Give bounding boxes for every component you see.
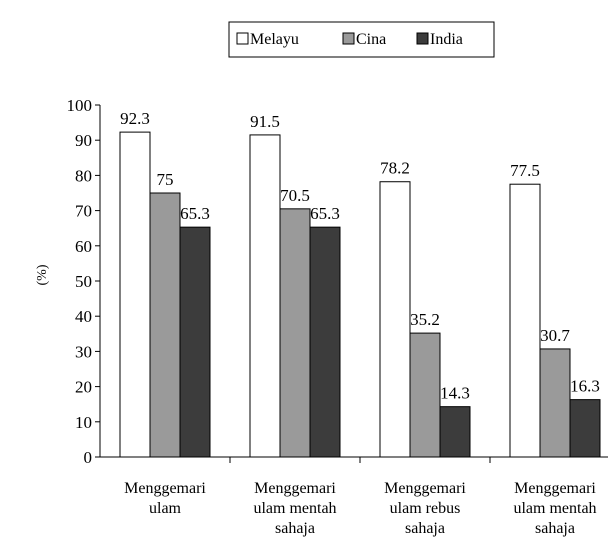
bar	[279, 208, 311, 458]
bar	[149, 192, 181, 458]
legend-box	[228, 21, 495, 58]
legend-swatch	[236, 32, 249, 45]
legend-swatch	[416, 32, 429, 45]
y-tick-label: 70	[75, 202, 92, 221]
data-label: 92.3	[120, 109, 150, 128]
data-label: 91.5	[250, 112, 280, 131]
data-label: 75	[157, 170, 174, 189]
x-tick-label-line: ulam mentah	[253, 500, 336, 517]
bar	[379, 181, 411, 458]
y-tick-label: 50	[75, 272, 92, 291]
x-tick-label-line: Menggemari	[384, 480, 466, 497]
x-tick-labels: Menggemari ulam Menggemari ulam mentah sahaj…	[124, 480, 596, 537]
data-label: 35.2	[410, 310, 440, 329]
bar	[439, 406, 471, 458]
data-label: 78.2	[380, 159, 410, 178]
legend-label: Melayu	[250, 31, 299, 48]
bar	[119, 131, 151, 458]
data-label: 14.3	[440, 384, 470, 403]
bar	[249, 134, 281, 458]
bar	[409, 332, 441, 458]
y-tick-label: 100	[67, 96, 93, 115]
y-tick-label: 90	[75, 131, 92, 150]
bar	[309, 226, 341, 458]
y-tick-label: 20	[75, 378, 92, 397]
y-tick-label: 40	[75, 307, 92, 326]
data-label: 65.3	[310, 204, 340, 223]
y-axis-label: (%)	[35, 264, 50, 285]
data-label: 65.3	[180, 204, 210, 223]
y-tick-label: 30	[75, 342, 92, 361]
x-tick-label-line: ulam rebus	[390, 500, 461, 517]
bar	[569, 399, 601, 458]
bar	[179, 226, 211, 458]
x-tick-label-line: sahaja	[405, 520, 445, 537]
y-tick-label: 10	[75, 413, 92, 432]
bars	[119, 131, 601, 458]
data-label: 77.5	[510, 161, 540, 180]
data-label: 16.3	[570, 377, 600, 396]
legend-swatch	[342, 32, 355, 45]
x-tick-label-line: sahaja	[275, 520, 315, 537]
x-axis	[100, 456, 608, 463]
x-tick-label: Menggemari ulam rebus sahaja	[384, 480, 466, 537]
y-tick-label: 0	[84, 448, 93, 467]
x-tick-label-line: sahaja	[535, 520, 575, 537]
legend-label: Cina	[356, 31, 386, 48]
y-tick-label: 80	[75, 166, 92, 185]
x-tick-label: Menggemari ulam	[124, 480, 206, 517]
x-tick-label-line: ulam	[149, 500, 182, 517]
data-label: 30.7	[540, 326, 570, 345]
bar	[509, 183, 541, 458]
x-tick-label-line: Menggemari	[254, 480, 336, 497]
data-labels: 92.37565.391.570.565.378.235.214.377.530…	[120, 109, 600, 403]
legend-label: India	[430, 31, 463, 48]
x-tick-label-line: Menggemari	[514, 480, 596, 497]
x-tick-label-line: Menggemari	[124, 480, 206, 497]
y-tick-label: 60	[75, 237, 92, 256]
bar	[539, 348, 571, 458]
y-axis: 0 10 20 30 40 50 60 70 80 90 100	[67, 96, 101, 467]
x-tick-label: Menggemari ulam mentah sahaja	[253, 480, 336, 537]
data-label: 70.5	[280, 186, 310, 205]
x-tick-label: Menggemari ulam mentah sahaja	[513, 480, 596, 537]
x-tick-label-line: ulam mentah	[513, 500, 596, 517]
legend: Melayu Cina India	[228, 21, 495, 58]
